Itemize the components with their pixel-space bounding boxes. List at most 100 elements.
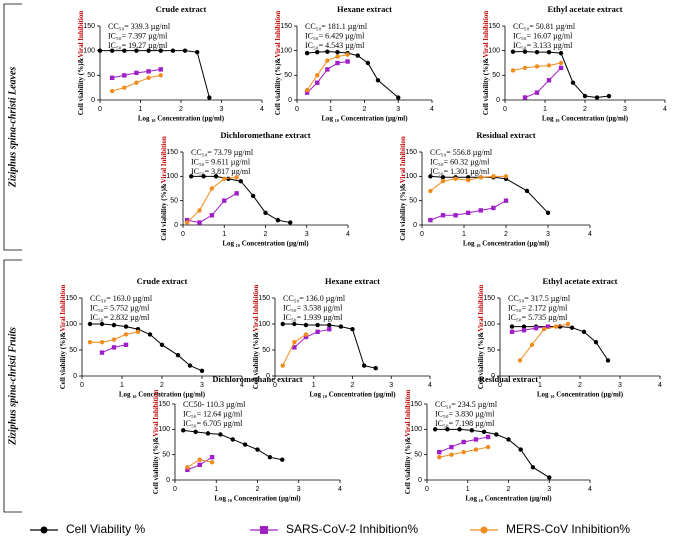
- x-tick-label: 2: [504, 231, 508, 238]
- point: [534, 64, 540, 69]
- x-tick-label: 0: [295, 106, 299, 113]
- point: [292, 340, 297, 345]
- point: [222, 176, 227, 181]
- point: [242, 442, 248, 447]
- chart-title: Crude extract: [137, 276, 188, 286]
- legend-marker: [480, 526, 488, 534]
- group-label: Ziziphus spina-christi Fruits: [7, 327, 18, 446]
- annotation: IC₅₀= 3.133 µg/ml: [513, 41, 573, 50]
- point: [485, 434, 491, 440]
- y-axis-label: Cell viability (%)&Viral Inhibition: [477, 285, 485, 390]
- point: [195, 49, 200, 55]
- annotation: IC₅₀= 1.301 µg/ml: [430, 167, 490, 176]
- y-tick-label: 150: [405, 149, 417, 156]
- point: [478, 175, 483, 180]
- point: [396, 95, 401, 100]
- x-tick-label: 4: [430, 106, 434, 113]
- y-axis-label-part: Viral Inhibition: [404, 390, 412, 437]
- y-axis-label: Cell viability (%)&Viral Inhibition: [59, 285, 67, 390]
- point: [522, 65, 528, 71]
- point: [234, 175, 239, 180]
- annotation: CC₅₀= 339.3 µg/ml: [108, 22, 171, 31]
- series-line: [282, 333, 307, 366]
- point: [521, 324, 527, 329]
- point: [437, 455, 442, 460]
- y-tick-label: 100: [405, 173, 417, 180]
- point: [569, 325, 575, 330]
- point: [553, 324, 559, 329]
- y-tick-label: 100: [488, 48, 500, 55]
- point: [280, 457, 285, 462]
- point: [530, 465, 536, 470]
- y-axis-label: Cell viability (%)&Viral Inhibition: [77, 11, 85, 116]
- series-line: [524, 67, 562, 98]
- y-tick-label: 0: [174, 222, 178, 229]
- point: [453, 213, 458, 218]
- x-tick-label: 1: [120, 382, 124, 389]
- point: [325, 58, 330, 63]
- point: [99, 321, 105, 327]
- point: [201, 174, 206, 179]
- y-axis-label: Cell viability (%)&Viral Inhibition: [160, 136, 168, 241]
- annotation: CC₅₀= 50.81 µg/ml: [513, 22, 576, 31]
- point: [197, 457, 202, 462]
- y-axis-label-part: Cell viability (%)&: [404, 437, 412, 495]
- y-axis-label-part: Cell viability (%)&: [77, 58, 85, 116]
- point: [197, 220, 202, 225]
- y-axis-label-part: Cell viability (%)&: [252, 332, 260, 390]
- series-line: [90, 323, 203, 372]
- x-axis-label: Log ₁₀ Concentration (µg/ml): [542, 115, 629, 123]
- point: [432, 427, 438, 432]
- point: [327, 327, 332, 332]
- y-tick-label: 150: [166, 149, 178, 156]
- y-tick-label: 100: [258, 321, 270, 328]
- point: [437, 449, 442, 455]
- annotation: IC₅₀= 12.64 µg/ml: [183, 409, 243, 418]
- point: [159, 342, 165, 347]
- y-tick-label: 50: [414, 452, 422, 459]
- point: [99, 350, 105, 355]
- point: [280, 363, 285, 368]
- x-axis-label: Log ₁₀ Concentration (µg/ml): [465, 495, 552, 503]
- y-tick-label: 0: [413, 222, 417, 229]
- point: [335, 54, 340, 59]
- point: [109, 88, 115, 94]
- point: [303, 322, 309, 328]
- point: [109, 75, 115, 80]
- point: [582, 93, 588, 99]
- y-tick-label: 100: [83, 48, 95, 55]
- x-axis-label: Log ₁₀ Concentration (µg/ml): [214, 495, 301, 503]
- y-tick-label: 0: [418, 477, 422, 484]
- x-tick-label: 3: [618, 382, 622, 389]
- point: [315, 329, 320, 334]
- y-tick-label: 100: [410, 426, 422, 433]
- x-tick-label: 0: [173, 486, 177, 493]
- point: [545, 324, 551, 329]
- point: [158, 48, 163, 53]
- x-tick-label: 2: [179, 106, 183, 113]
- series-line: [100, 50, 210, 98]
- point: [147, 332, 153, 337]
- series-line: [435, 428, 550, 478]
- x-tick-label: 1: [329, 106, 333, 113]
- point: [428, 188, 433, 194]
- point: [461, 449, 466, 455]
- point: [122, 73, 127, 78]
- point: [510, 49, 516, 54]
- point: [327, 322, 332, 328]
- point: [506, 437, 511, 442]
- series-line: [439, 436, 489, 453]
- point: [547, 475, 552, 480]
- annotation: IC₅₀= 6.705 µg/ml: [183, 419, 243, 428]
- point: [87, 340, 93, 345]
- chart-title: Residual extract: [476, 130, 535, 140]
- point: [304, 87, 310, 93]
- point: [304, 50, 310, 56]
- y-tick-label: 150: [488, 23, 500, 30]
- point: [345, 52, 350, 57]
- y-axis-label-part: Viral Inhibition: [59, 285, 67, 332]
- annotation: CC₅₀= 317.5 µg/ml: [508, 294, 571, 303]
- x-axis-label: Log ₁₀ Concentration (µg/ml): [222, 240, 309, 248]
- group-bracket: [3, 3, 22, 251]
- point: [158, 73, 163, 78]
